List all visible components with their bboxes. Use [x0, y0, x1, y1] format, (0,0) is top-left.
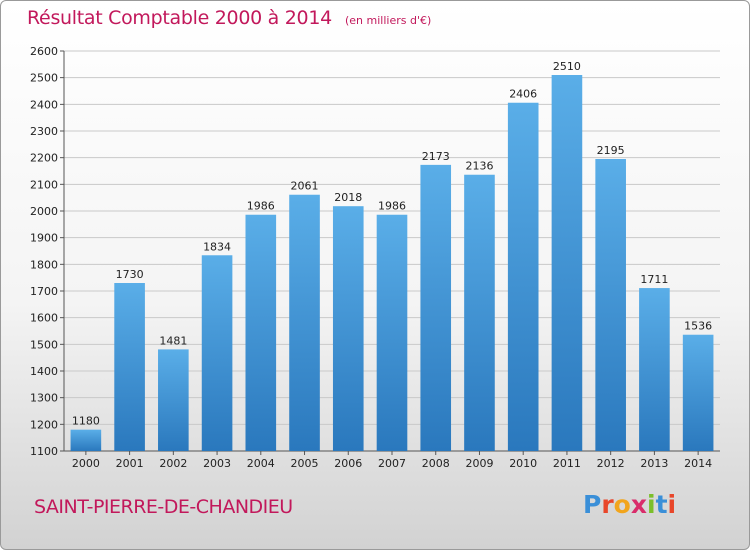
logo-letter: o: [613, 490, 631, 519]
data-label-2010: 2406: [509, 88, 537, 101]
logo-letter: i: [667, 490, 677, 519]
x-tick-label-2000: 2000: [72, 457, 100, 470]
x-tick-label-2010: 2010: [509, 457, 537, 470]
y-tick-label: 1200: [30, 418, 58, 431]
bar-2005: [289, 194, 320, 451]
bar-2004: [245, 214, 277, 451]
chart-title: Résultat Comptable 2000 à 2014: [27, 7, 332, 29]
x-tick-label-2005: 2005: [291, 457, 319, 470]
x-tick-label-2004: 2004: [247, 457, 275, 470]
bar-2003: [201, 255, 233, 451]
data-label-2006: 2018: [334, 191, 362, 204]
data-label-2007: 1986: [378, 200, 406, 213]
y-tick-label: 1700: [30, 285, 58, 298]
bar-2006: [332, 206, 364, 451]
data-label-2014: 1536: [684, 320, 712, 333]
logo-letter: r: [601, 490, 614, 519]
y-tick-label: 1600: [30, 312, 58, 325]
data-label-2002: 1481: [159, 334, 187, 347]
y-tick-label: 2000: [30, 205, 58, 218]
y-tick-label: 1100: [30, 445, 58, 458]
data-label-2008: 2173: [422, 150, 450, 163]
x-tick-label-2008: 2008: [422, 457, 450, 470]
data-label-2003: 1834: [203, 240, 231, 253]
data-label-2009: 2136: [465, 160, 493, 173]
logo-letter: t: [655, 490, 668, 519]
bar-2008: [420, 164, 452, 451]
bar-2013: [639, 288, 670, 451]
city-name: SAINT-PIERRE-DE-CHANDIEU: [34, 496, 293, 518]
y-tick-label: 1900: [30, 232, 58, 245]
x-tick-label-2003: 2003: [203, 457, 231, 470]
logo-letter: x: [630, 490, 647, 519]
bar-2007: [376, 214, 408, 451]
data-label-2012: 2195: [597, 144, 625, 157]
y-tick-label: 2600: [30, 45, 58, 58]
title-row: Résultat Comptable 2000 à 2014 (en milli…: [27, 7, 431, 29]
x-tick-label-2011: 2011: [553, 457, 581, 470]
x-tick-label-2014: 2014: [684, 457, 712, 470]
data-label-2005: 2061: [291, 180, 319, 193]
bar-2014: [682, 334, 714, 451]
x-tick-label-2007: 2007: [378, 457, 406, 470]
bar-2002: [158, 349, 189, 451]
data-label-2004: 1986: [247, 200, 275, 213]
y-tick-label: 1500: [30, 338, 58, 351]
data-label-2013: 1711: [640, 273, 668, 286]
chart-unit-note: (en milliers d'€): [344, 14, 432, 27]
x-tick-label-2002: 2002: [159, 457, 187, 470]
data-label-2011: 2510: [553, 60, 581, 73]
y-tick-label: 2300: [30, 125, 58, 138]
proxiti-logo: Proxiti: [583, 490, 676, 519]
x-tick-label-2012: 2012: [597, 457, 625, 470]
x-tick-label-2013: 2013: [640, 457, 668, 470]
x-tick-label-2006: 2006: [334, 457, 362, 470]
y-tick-label: 1300: [30, 392, 58, 405]
x-tick-label-2001: 2001: [116, 457, 144, 470]
data-label-2001: 1730: [116, 268, 144, 281]
bar-2011: [551, 75, 583, 451]
y-tick-label: 1400: [30, 365, 58, 378]
x-tick-label-2009: 2009: [465, 457, 493, 470]
y-tick-label: 2200: [30, 152, 58, 165]
y-tick-label: 2500: [30, 72, 58, 85]
data-label-2000: 1180: [72, 415, 100, 428]
bar-2010: [507, 102, 539, 451]
y-tick-label: 2400: [30, 98, 58, 111]
bar-2009: [464, 174, 495, 451]
bar-2001: [114, 283, 145, 451]
bar-2000: [70, 429, 102, 451]
y-tick-label: 2100: [30, 178, 58, 191]
bar-2012: [595, 159, 626, 451]
logo-letter: i: [647, 490, 656, 519]
y-tick-label: 1800: [30, 258, 58, 271]
logo-letter: P: [583, 490, 602, 519]
